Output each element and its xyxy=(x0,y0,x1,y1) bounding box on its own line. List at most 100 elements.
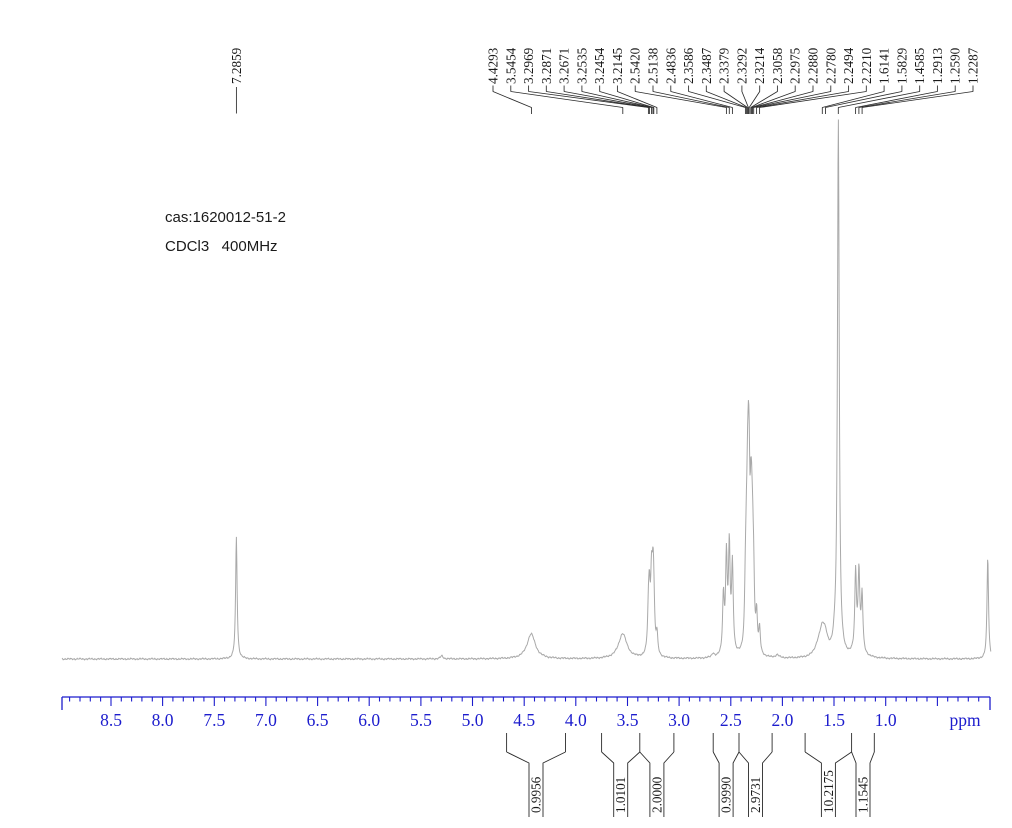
axis-tick-label: 6.0 xyxy=(358,710,380,730)
integral-bracket-rail-left xyxy=(506,751,530,817)
integral-bracket-rail-right xyxy=(732,751,740,817)
ppm-unit-label: ppm xyxy=(949,710,981,730)
peak-shift-label: 3.2535 xyxy=(574,47,589,84)
axis-tick-label: 5.0 xyxy=(462,710,484,730)
cas-number-text: cas:1620012-51-2 xyxy=(165,209,286,226)
axis-tick-label: 2.5 xyxy=(720,710,742,730)
peak-callout-line xyxy=(825,85,903,114)
axis-tick-label: 8.0 xyxy=(152,710,174,730)
peak-shift-label: 1.2287 xyxy=(966,47,981,84)
axis-tick-label: 3.5 xyxy=(617,710,639,730)
peak-callout-line xyxy=(748,85,761,114)
axis-tick-label: 1.5 xyxy=(823,710,845,730)
peak-callout-line xyxy=(634,85,727,114)
peak-shift-label: 3.2145 xyxy=(610,47,625,84)
peak-shift-label: 2.3292 xyxy=(734,48,749,84)
integral-value-label: 10.2175 xyxy=(821,770,836,813)
axis-tick-label: 7.0 xyxy=(255,710,277,730)
peak-callout-line xyxy=(705,85,747,114)
peak-callout-line xyxy=(563,85,652,114)
peak-callout-line xyxy=(837,85,921,114)
integral-value-label: 0.9956 xyxy=(529,776,544,813)
peak-callout-line xyxy=(750,85,778,114)
axis-tick-label: 4.0 xyxy=(565,710,587,730)
peak-callout-line xyxy=(545,85,650,114)
peak-callout-line xyxy=(599,85,655,114)
peak-shift-label: 2.2210 xyxy=(859,47,874,84)
peak-shift-label: 1.2590 xyxy=(948,47,963,84)
peak-callout-line xyxy=(723,85,748,114)
integral-bracket-rail-right xyxy=(834,751,852,817)
integral-bracket-rail-right xyxy=(762,751,773,817)
peak-shift-label: 2.2880 xyxy=(806,47,821,84)
peak-shift-label: 2.2975 xyxy=(788,47,803,84)
integral-bracket-rail-right xyxy=(663,751,675,817)
axis-tick-label: 2.0 xyxy=(771,710,793,730)
peak-shift-label: 1.4585 xyxy=(912,47,927,84)
peak-callout-line xyxy=(751,85,796,114)
axis-tick-label: 8.5 xyxy=(100,710,122,730)
integral-value-label: 1.1545 xyxy=(856,776,871,813)
peak-shift-label: 3.5454 xyxy=(503,47,518,84)
peak-shift-label: 2.3487 xyxy=(699,47,714,84)
axis-tick-label: 4.5 xyxy=(513,710,535,730)
integral-region-group: 0.9956 1.0101 2.0000 0.9990 2.9731 10.2175 1.1… xyxy=(506,733,875,817)
peak-callout-line xyxy=(581,85,654,114)
peak-shift-label: 1.6141 xyxy=(877,48,892,84)
peak-callout-line xyxy=(858,85,956,114)
peak-shift-label: 2.5138 xyxy=(646,47,661,84)
peak-callout-line xyxy=(753,85,832,114)
spectrum-trace xyxy=(61,119,992,661)
peak-callout-line xyxy=(741,85,749,114)
peak-callout-line xyxy=(759,85,867,114)
peak-callout-line xyxy=(510,85,624,114)
peak-callout-line xyxy=(756,85,850,114)
peak-callout-line xyxy=(821,85,885,114)
peak-shift-label: 3.2969 xyxy=(521,47,536,84)
integral-bracket-rail-left xyxy=(639,751,651,817)
peak-shift-label: 2.3058 xyxy=(770,47,785,84)
peak-shift-label: 1.5829 xyxy=(894,47,909,84)
peak-callout-line xyxy=(528,85,649,114)
peak-shift-label: 4.4293 xyxy=(486,47,501,84)
integral-bracket-rail-left xyxy=(851,751,857,817)
peak-shift-label: 2.2780 xyxy=(823,47,838,84)
peak-shift-label: 1.2913 xyxy=(930,47,945,84)
peak-shift-label: 2.2494 xyxy=(841,47,856,84)
integral-bracket-rail-left xyxy=(601,751,615,817)
ppm-axis: 8.5 8.0 7.5 7.0 6.5 6.0 5.5 5.0 4.5 4.0 3.5 3.0 2.5 2… xyxy=(61,696,991,730)
integral-value-label: 0.9990 xyxy=(719,776,734,813)
peak-callout-line xyxy=(752,85,814,114)
peak-label-cluster: 4.4293 3.5454 3.2969 3.2871 3.2671 3.2535 3.24… xyxy=(486,47,981,114)
integral-value-label: 1.0101 xyxy=(613,777,628,813)
peak-shift-label: 7.2859 xyxy=(229,47,244,84)
peak-shift-label: 2.3214 xyxy=(752,47,767,84)
axis-tick-label: 3.0 xyxy=(668,710,690,730)
peak-shift-label: 2.5420 xyxy=(628,47,643,84)
chloroform-peak-callout: 7.2859 xyxy=(229,47,244,114)
axis-tick-label: 7.5 xyxy=(203,710,225,730)
axis-tick-label: 6.5 xyxy=(307,710,329,730)
peak-shift-label: 3.2671 xyxy=(557,48,572,84)
integral-bracket-rail-right xyxy=(542,751,566,817)
peak-shift-label: 3.2871 xyxy=(539,48,554,84)
integral-value-label: 2.9731 xyxy=(748,777,763,813)
peak-callout-line xyxy=(492,85,532,114)
peak-shift-label: 2.3586 xyxy=(681,47,696,84)
peak-callout-line xyxy=(855,85,938,114)
integral-value-label: 2.0000 xyxy=(649,776,664,813)
integral-bracket-rail-right xyxy=(869,751,875,817)
peak-callout-line xyxy=(861,85,974,114)
peak-shift-label: 2.4836 xyxy=(663,47,678,84)
integral-bracket-rail-left xyxy=(804,751,822,817)
integral-bracket-rail-left xyxy=(738,751,749,817)
axis-tick-label: 5.5 xyxy=(410,710,432,730)
peak-callout-line xyxy=(670,85,733,114)
integral-bracket-rail-right xyxy=(627,751,641,817)
axis-tick-label: 1.0 xyxy=(875,710,897,730)
peak-callout-line xyxy=(652,85,730,114)
integral-bracket-rail-left xyxy=(712,751,720,817)
